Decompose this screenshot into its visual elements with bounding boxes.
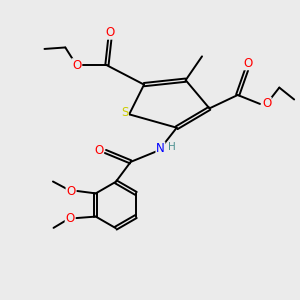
Text: O: O (105, 26, 115, 39)
Text: O: O (65, 212, 74, 225)
Text: O: O (72, 59, 81, 72)
Text: O: O (262, 98, 271, 110)
Text: N: N (156, 142, 165, 155)
Text: O: O (94, 143, 104, 157)
Text: O: O (66, 184, 75, 197)
Text: O: O (244, 57, 253, 70)
Text: S: S (121, 106, 128, 119)
Text: H: H (168, 142, 176, 152)
